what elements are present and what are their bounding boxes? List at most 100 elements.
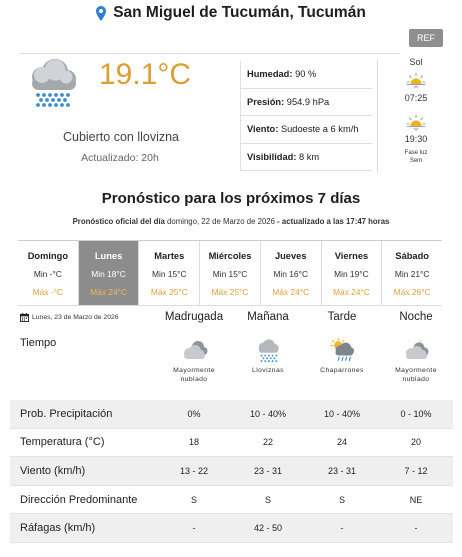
forecast-day-jueves[interactable]: Jueves Min 16°C Máx 24°C <box>259 241 321 305</box>
wind-value: Sudoeste a 6 km/h <box>280 124 359 134</box>
row-gusts: Ráfagas (km/h) - 42 - 50 - - <box>10 514 453 543</box>
value-manana: 22 <box>262 437 273 448</box>
pressure-row: Presión: 954.9 hPa <box>241 89 372 116</box>
day-max-temp: Máx 25°C <box>211 287 249 297</box>
detail-header: Lunes, 23 de Marzo de 2026 Madrugada Mañ… <box>10 309 453 325</box>
current-details-box: Humedad: 90 % Presión: 954.9 hPa Viento:… <box>240 61 372 171</box>
weather-madrugada: Mayormente nublado <box>157 333 231 397</box>
forecast-day-lunes[interactable]: Lunes Min 18°C Máx 24°C <box>77 241 139 305</box>
moon-phase-label: Fase luz <box>404 150 428 156</box>
day-max-temp: Máx 24°C <box>333 287 370 297</box>
visibility-label: Visibilidad: <box>247 151 297 162</box>
day-max-temp: Máx -°C <box>32 287 64 297</box>
value-madrugada: 0% <box>187 408 201 419</box>
mostly-cloudy-icon <box>184 341 208 359</box>
forecast-day-domingo[interactable]: Domingo Min -°C Máx -°C <box>18 241 78 305</box>
value-manana: 10 - 40% <box>249 408 287 419</box>
weather-label: Tiempo <box>20 337 57 349</box>
subtitle-date: domingo, 22 de Marzo de 2026 <box>167 217 275 226</box>
cloud-drizzle-icon <box>32 59 76 107</box>
day-name: Jueves <box>274 251 307 261</box>
day-min-temp: Min -°C <box>33 269 62 279</box>
value-madrugada: 13 - 22 <box>179 465 209 476</box>
value-manana: S <box>264 494 271 505</box>
pressure-label: Presión: <box>247 96 285 107</box>
sunset-time: 19:30 <box>404 134 428 144</box>
forecast-day-martes[interactable]: Martes Min 15°C Máx 25°C <box>138 241 199 305</box>
current-condition: Cubierto con llovizna <box>62 130 180 144</box>
value-noche: NE <box>409 494 423 505</box>
humidity-label: Humedad: <box>247 69 293 79</box>
row-wind: Viento (km/h) 13 - 22 23 - 31 23 - 31 7 … <box>10 457 453 486</box>
day-name: Domingo <box>27 251 68 261</box>
value-madrugada: - <box>192 523 196 534</box>
forecast-day-sabado[interactable]: Sábado Min 21°C Máx 26°C <box>381 241 442 305</box>
value-manana: 23 - 31 <box>253 465 283 476</box>
value-tarde: 23 - 31 <box>327 465 357 476</box>
day-max-temp: Máx 24°C <box>90 287 128 297</box>
forecast-subtitle: Pronóstico oficial del día domingo, 22 d… <box>0 217 462 226</box>
weather-row: Tiempo Mayormente nublado Lloviznas Chap… <box>10 333 453 397</box>
day-min-temp: Min 15°C <box>212 269 248 279</box>
detail-table: Prob. Precipitación 0% 10 - 40% 10 - 40%… <box>10 400 453 543</box>
row-label: Viento (km/h) <box>20 464 86 477</box>
value-tarde: S <box>338 494 345 505</box>
weather-description: Mayormente nublado <box>173 367 215 383</box>
mostly-cloudy-night-icon <box>406 340 429 359</box>
period-tarde: Tarde <box>327 311 357 323</box>
map-pin-icon <box>96 5 107 21</box>
day-min-temp: Min 15°C <box>152 269 187 279</box>
current-temperature: 19.1°C <box>99 58 192 91</box>
location-name: San Miguel de Tucumán, Tucumán <box>113 4 366 21</box>
sunrise-time: 07:25 <box>404 93 428 103</box>
forecast-days-tabs: Domingo Min -°C Máx -°C Lunes Min 18°C M… <box>18 240 442 306</box>
wind-row: Viento: Sudoeste a 6 km/h <box>241 116 372 144</box>
sun-title: Sol <box>409 57 423 67</box>
value-noche: 0 - 10% <box>400 408 432 419</box>
visibility-row: Visibilidad: 8 km <box>241 144 372 171</box>
row-label: Ráfagas (km/h) <box>20 522 96 535</box>
day-name: Martes <box>154 251 185 261</box>
divider <box>20 53 400 54</box>
humidity-row: Humedad: 90 % <box>241 61 372 89</box>
visibility-value: 8 km <box>299 151 320 162</box>
calendar-icon <box>20 312 29 322</box>
value-noche: 7 - 12 <box>404 465 428 476</box>
day-name: Miércoles <box>208 251 252 261</box>
sunset-icon <box>406 114 426 131</box>
forecast-day-viernes[interactable]: Viernes Min 19°C Máx 24°C <box>320 241 382 305</box>
sunrise-icon <box>406 72 426 89</box>
day-name: Lunes <box>94 251 123 261</box>
showers-icon <box>330 338 354 362</box>
row-label: Prob. Precipitación <box>20 407 113 420</box>
row-wind-direction: Dirección Predominante S S S NE <box>10 486 453 515</box>
day-name: Sábado <box>395 251 429 261</box>
value-manana: 42 - 50 <box>253 523 283 534</box>
day-min-temp: Min 18°C <box>91 269 126 279</box>
value-noche: - <box>414 523 418 534</box>
value-tarde: 10 - 40% <box>323 408 361 419</box>
location-title: San Miguel de Tucumán, Tucumán <box>0 1 462 25</box>
row-precipitation-probability: Prob. Precipitación 0% 10 - 40% 10 - 40%… <box>10 400 453 429</box>
weather-description: Mayormente nublado <box>395 367 437 383</box>
value-madrugada: 18 <box>188 437 199 448</box>
ref-button[interactable]: REF <box>409 29 443 47</box>
row-label: Dirección Predominante <box>20 493 138 506</box>
last-updated: Actualizado: 20h <box>81 152 159 164</box>
weather-manana: Lloviznas <box>231 333 305 397</box>
forecast-title: Pronóstico para los próximos 7 días <box>101 190 361 207</box>
detail-date: Lunes, 23 de Marzo de 2026 <box>32 313 119 321</box>
day-min-temp: Min 21°C <box>394 269 430 279</box>
forecast-day-miercoles[interactable]: Miércoles Min 15°C Máx 25°C <box>199 241 260 305</box>
day-min-temp: Min 16°C <box>273 269 308 279</box>
humidity-value: 90 % <box>295 69 317 79</box>
period-noche: Noche <box>399 311 433 323</box>
value-tarde: - <box>340 523 344 534</box>
day-max-temp: Máx 24°C <box>272 287 310 297</box>
day-max-temp: Máx 26°C <box>393 287 431 297</box>
value-madrugada: S <box>190 494 197 505</box>
value-tarde: 24 <box>336 437 347 448</box>
drizzle-icon <box>258 339 279 362</box>
row-label: Temperatura (°C) <box>20 436 105 449</box>
weather-tarde: Chaparrones <box>305 333 379 397</box>
